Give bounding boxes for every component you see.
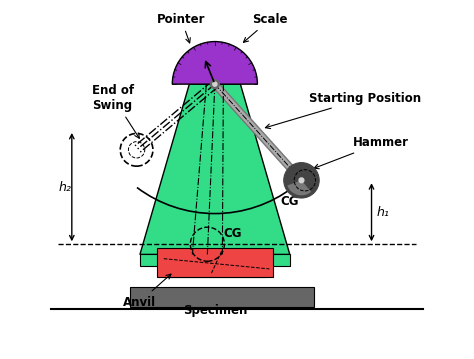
Polygon shape — [130, 287, 314, 307]
Text: Hammer: Hammer — [314, 136, 409, 169]
Text: Specimen: Specimen — [182, 304, 247, 317]
Text: CG: CG — [280, 195, 299, 208]
Text: CG: CG — [224, 227, 242, 241]
Circle shape — [210, 80, 219, 89]
Polygon shape — [157, 248, 273, 276]
Text: h₂: h₂ — [59, 181, 72, 194]
Circle shape — [284, 163, 319, 198]
Text: h₁: h₁ — [377, 206, 390, 219]
Polygon shape — [140, 255, 290, 276]
Text: Pointer: Pointer — [157, 13, 205, 43]
Text: Starting Position: Starting Position — [265, 92, 421, 129]
Wedge shape — [287, 180, 311, 195]
Polygon shape — [140, 84, 290, 255]
Text: Scale: Scale — [244, 13, 288, 42]
Wedge shape — [172, 42, 257, 84]
Circle shape — [213, 82, 217, 86]
Text: End of
Swing: End of Swing — [92, 84, 139, 138]
Circle shape — [299, 178, 304, 183]
Text: Anvil: Anvil — [123, 274, 171, 308]
